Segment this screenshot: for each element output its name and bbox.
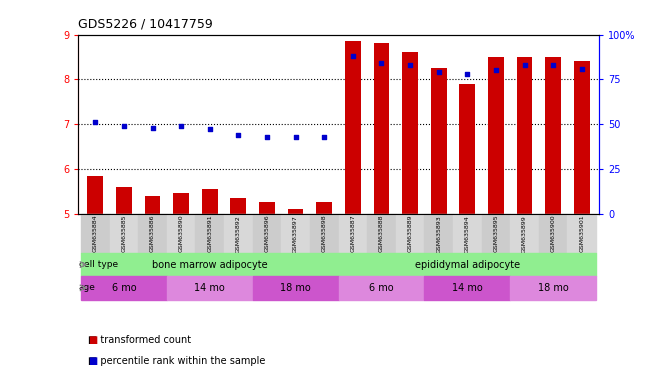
Text: bone marrow adipocyte: bone marrow adipocyte [152, 260, 268, 270]
Bar [517, 57, 533, 214]
Bar [253, 276, 339, 300]
Bar [488, 57, 504, 214]
Bar [339, 276, 424, 300]
Point [290, 134, 301, 140]
Bar [539, 214, 568, 253]
Text: GSM635893: GSM635893 [436, 215, 441, 253]
Bar [546, 57, 561, 214]
Bar [195, 214, 224, 253]
Text: GSM635896: GSM635896 [264, 215, 270, 252]
Bar [116, 187, 132, 214]
Bar [396, 214, 424, 253]
Bar [345, 41, 361, 214]
Text: GSM635888: GSM635888 [379, 215, 384, 252]
Point [176, 123, 186, 129]
Point [405, 62, 415, 68]
Bar [167, 276, 253, 300]
Point [348, 53, 358, 59]
Text: GSM635901: GSM635901 [579, 215, 584, 252]
Text: ■: ■ [88, 335, 97, 345]
Bar [510, 276, 596, 300]
Text: GSM635889: GSM635889 [408, 215, 413, 252]
Bar [259, 202, 275, 214]
Bar [167, 214, 195, 253]
Bar [339, 253, 596, 276]
Bar [367, 214, 396, 253]
Bar [374, 43, 389, 214]
Point [319, 134, 329, 140]
Bar [81, 253, 339, 276]
Text: GSM635895: GSM635895 [493, 215, 499, 252]
Text: cell type: cell type [79, 260, 118, 269]
Bar [253, 214, 281, 253]
Bar [81, 276, 167, 300]
Bar [402, 53, 418, 214]
Text: 6 mo: 6 mo [111, 283, 136, 293]
Text: ■ transformed count: ■ transformed count [88, 335, 191, 345]
Bar [109, 214, 138, 253]
Text: GSM635892: GSM635892 [236, 215, 241, 253]
Point [491, 67, 501, 73]
Point [147, 124, 158, 131]
Text: GSM635887: GSM635887 [350, 215, 355, 252]
Bar [224, 214, 253, 253]
Point [90, 119, 100, 125]
Text: ■: ■ [88, 356, 97, 366]
Bar [316, 202, 332, 214]
Point [462, 71, 473, 77]
Point [519, 62, 530, 68]
Bar [339, 214, 367, 253]
Text: GSM635890: GSM635890 [178, 215, 184, 252]
Bar [87, 175, 103, 214]
Bar [482, 214, 510, 253]
Text: GSM635884: GSM635884 [93, 215, 98, 252]
Bar [460, 84, 475, 214]
Text: GDS5226 / 10417759: GDS5226 / 10417759 [78, 17, 213, 30]
Bar [574, 61, 590, 214]
Text: age: age [79, 283, 96, 292]
Text: 14 mo: 14 mo [452, 283, 482, 293]
Point [233, 132, 243, 138]
Point [118, 123, 129, 129]
Point [434, 69, 444, 75]
Bar [288, 209, 303, 214]
Text: GSM635900: GSM635900 [551, 215, 556, 252]
Point [262, 134, 272, 140]
Bar [510, 214, 539, 253]
Point [204, 126, 215, 132]
Point [376, 60, 387, 66]
Text: GSM635886: GSM635886 [150, 215, 155, 252]
Point [577, 66, 587, 72]
Bar [173, 194, 189, 214]
Text: GSM635898: GSM635898 [322, 215, 327, 252]
Text: GSM635885: GSM635885 [121, 215, 126, 252]
Bar [424, 214, 453, 253]
Text: GSM635891: GSM635891 [207, 215, 212, 252]
Bar [431, 68, 447, 214]
Text: 18 mo: 18 mo [280, 283, 311, 293]
Text: 6 mo: 6 mo [369, 283, 394, 293]
Bar [145, 196, 160, 214]
Text: epididymal adipocyte: epididymal adipocyte [415, 260, 520, 270]
Bar [138, 214, 167, 253]
Text: 18 mo: 18 mo [538, 283, 568, 293]
Text: GSM635899: GSM635899 [522, 215, 527, 253]
Bar [310, 214, 339, 253]
Text: GSM635897: GSM635897 [293, 215, 298, 253]
Bar [568, 214, 596, 253]
Bar [424, 276, 510, 300]
Text: 14 mo: 14 mo [195, 283, 225, 293]
Bar [230, 198, 246, 214]
Bar [453, 214, 482, 253]
Bar [202, 189, 217, 214]
Point [548, 62, 559, 68]
Bar [81, 214, 109, 253]
Text: GSM635894: GSM635894 [465, 215, 470, 253]
Bar [281, 214, 310, 253]
Text: ■ percentile rank within the sample: ■ percentile rank within the sample [88, 356, 265, 366]
